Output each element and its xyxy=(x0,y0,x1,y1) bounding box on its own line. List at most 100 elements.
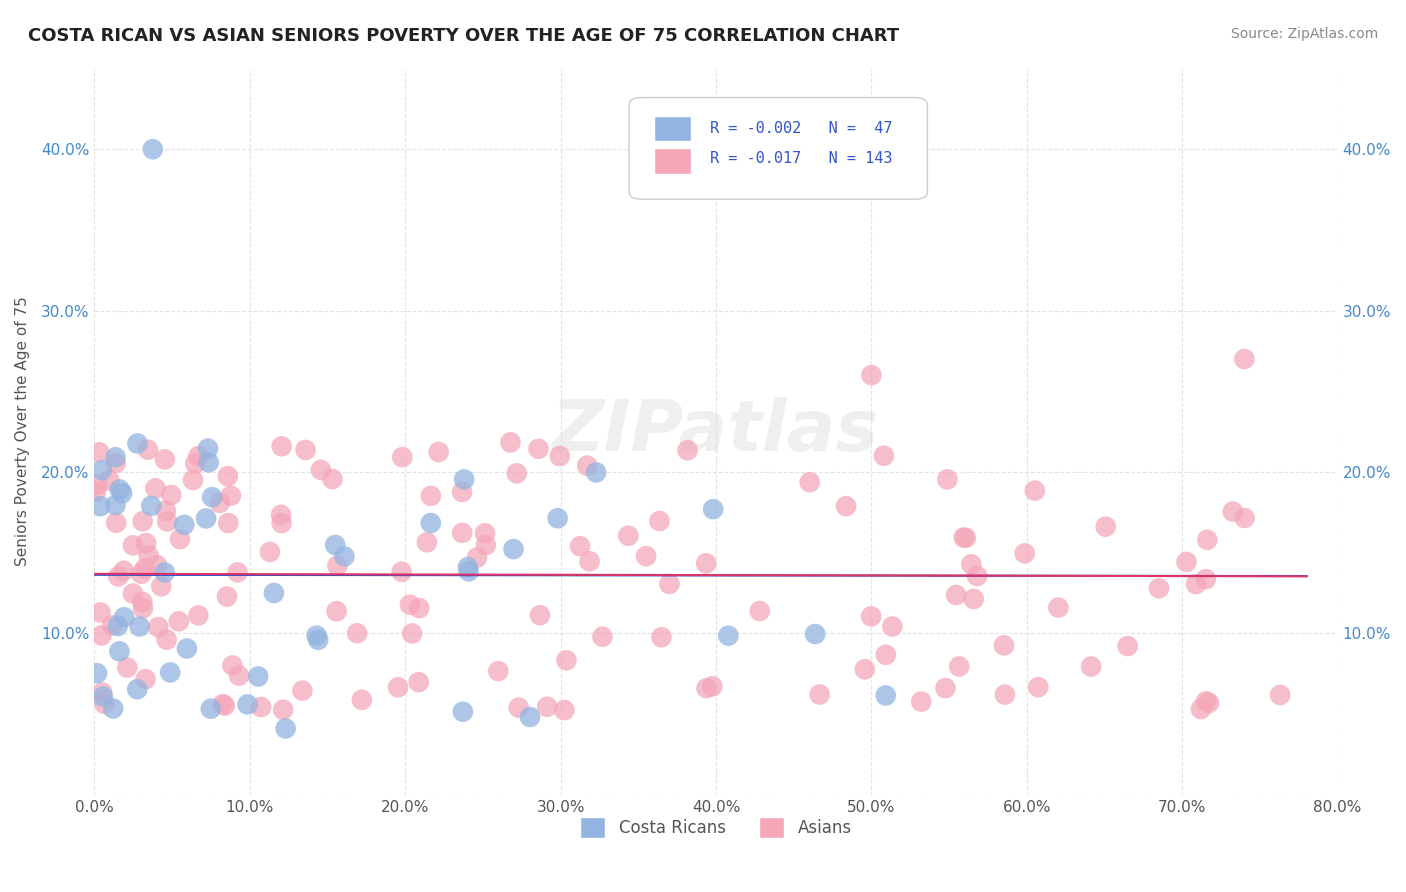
Point xyxy=(89,445,111,459)
Point xyxy=(346,626,368,640)
Point xyxy=(146,558,169,573)
Point xyxy=(527,442,550,456)
Point xyxy=(529,608,551,623)
Point xyxy=(131,566,153,581)
Point xyxy=(585,466,607,480)
Point xyxy=(576,458,599,473)
Point xyxy=(502,542,524,557)
Point xyxy=(547,511,569,525)
Point xyxy=(150,579,173,593)
Point xyxy=(250,700,273,714)
Point xyxy=(307,632,329,647)
Point xyxy=(200,701,222,715)
Point xyxy=(648,514,671,528)
Point xyxy=(1047,600,1070,615)
Point xyxy=(1195,694,1218,708)
Point xyxy=(134,561,156,575)
Point xyxy=(1185,577,1208,591)
Point xyxy=(323,538,346,552)
Point xyxy=(408,601,430,615)
Point xyxy=(215,590,238,604)
Point xyxy=(153,452,176,467)
Point xyxy=(104,498,127,512)
Point xyxy=(294,442,316,457)
Point xyxy=(875,689,897,703)
Point xyxy=(91,685,114,699)
Point xyxy=(702,679,724,693)
Point xyxy=(247,669,270,683)
Point xyxy=(156,515,179,529)
Point xyxy=(131,595,153,609)
Point xyxy=(93,697,115,711)
Point xyxy=(108,483,131,497)
Point xyxy=(960,558,983,572)
Point xyxy=(808,688,831,702)
Point xyxy=(569,539,592,553)
Point xyxy=(226,566,249,580)
Text: Source: ZipAtlas.com: Source: ZipAtlas.com xyxy=(1230,27,1378,41)
Point xyxy=(138,549,160,563)
Point xyxy=(117,660,139,674)
FancyBboxPatch shape xyxy=(628,97,928,199)
Point xyxy=(187,449,209,463)
Point xyxy=(650,630,672,644)
Point xyxy=(98,474,121,488)
Point xyxy=(107,619,129,633)
Point xyxy=(221,658,243,673)
Point xyxy=(263,586,285,600)
Point xyxy=(101,618,124,632)
Point xyxy=(955,531,977,545)
Point xyxy=(112,610,135,624)
Text: COSTA RICAN VS ASIAN SENIORS POVERTY OVER THE AGE OF 75 CORRELATION CHART: COSTA RICAN VS ASIAN SENIORS POVERTY OVE… xyxy=(28,27,900,45)
Point xyxy=(451,485,474,500)
Point xyxy=(236,698,259,712)
Point xyxy=(799,475,821,490)
FancyBboxPatch shape xyxy=(654,148,692,174)
Point xyxy=(89,606,111,620)
Point xyxy=(167,615,190,629)
Point xyxy=(860,609,883,624)
Point xyxy=(401,626,423,640)
Point xyxy=(219,489,242,503)
Point xyxy=(617,529,640,543)
Point xyxy=(333,549,356,564)
Point xyxy=(548,449,571,463)
Point xyxy=(387,681,409,695)
Point xyxy=(457,560,479,574)
Point xyxy=(122,538,145,552)
Point xyxy=(197,455,219,469)
Point xyxy=(145,481,167,495)
Point xyxy=(127,682,149,697)
Point xyxy=(499,435,522,450)
Point xyxy=(804,627,827,641)
Point xyxy=(176,641,198,656)
Point xyxy=(101,701,124,715)
Point xyxy=(910,695,932,709)
Point xyxy=(702,502,724,516)
Point xyxy=(135,536,157,550)
Point xyxy=(936,472,959,486)
Point xyxy=(259,545,281,559)
Point xyxy=(636,549,658,563)
Point xyxy=(419,489,441,503)
Point xyxy=(208,496,231,510)
Point xyxy=(155,504,177,518)
Point xyxy=(875,648,897,662)
Point xyxy=(305,629,328,643)
Point xyxy=(181,473,204,487)
Point xyxy=(128,619,150,633)
Point xyxy=(427,445,450,459)
Point xyxy=(451,525,474,540)
Point xyxy=(322,472,344,486)
Point xyxy=(132,601,155,615)
Point xyxy=(519,710,541,724)
Point xyxy=(966,569,988,583)
Point xyxy=(148,620,170,634)
Point xyxy=(214,698,236,713)
Point xyxy=(948,659,970,673)
Point xyxy=(112,564,135,578)
Legend: Costa Ricans, Asians: Costa Ricans, Asians xyxy=(574,811,858,845)
Point xyxy=(860,368,883,383)
Point xyxy=(111,486,134,500)
Point xyxy=(217,516,239,530)
